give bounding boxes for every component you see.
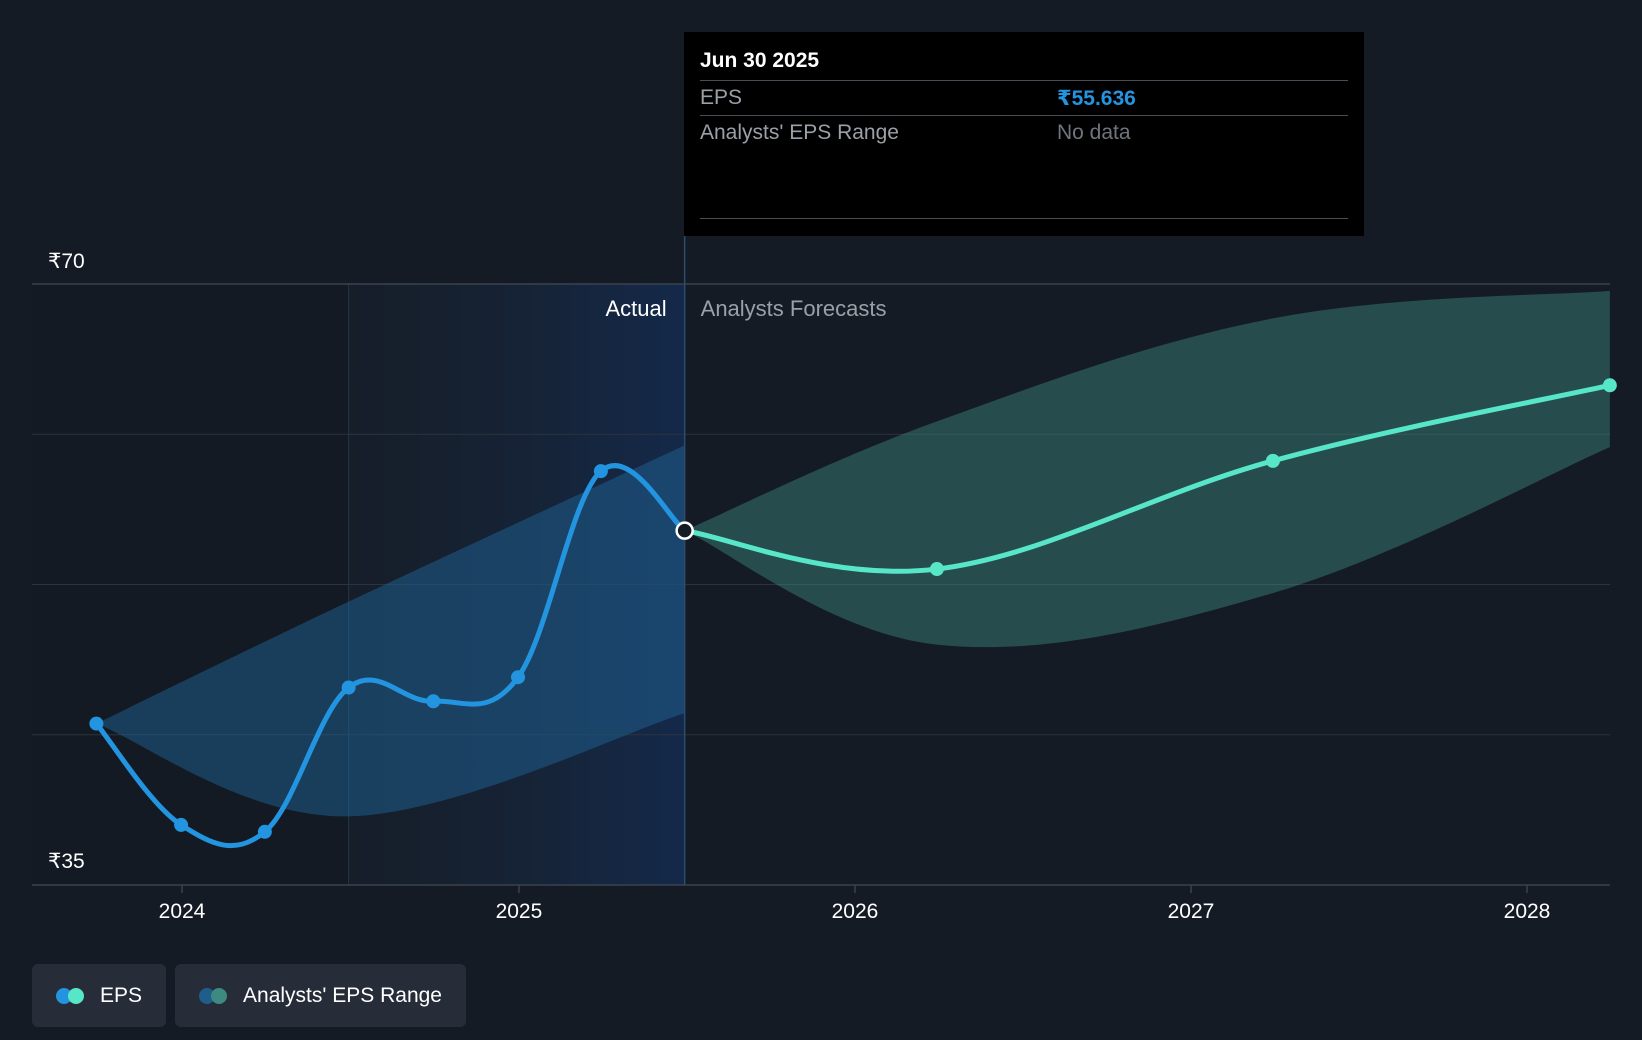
eps-point bbox=[257, 824, 272, 839]
eps-range-band-actual bbox=[96, 445, 685, 817]
x-tick-label: 2026 bbox=[832, 900, 879, 923]
eps-point bbox=[174, 817, 189, 832]
x-tick-label: 2024 bbox=[159, 900, 206, 923]
legend-range-label: Analysts' EPS Range bbox=[243, 983, 442, 1007]
eps-line bbox=[93, 463, 688, 849]
tooltip: Jun 30 2025 EPS ₹55.636 Analysts' EPS Ra… bbox=[684, 32, 1364, 236]
eps-point bbox=[511, 670, 526, 685]
eps-forecast-point bbox=[1602, 378, 1617, 393]
actual-label: Actual bbox=[605, 296, 666, 321]
eps-range-band-forecast bbox=[684, 290, 1610, 648]
eps-forecast-point bbox=[1265, 453, 1280, 468]
forecast-label: Analysts Forecasts bbox=[701, 296, 887, 321]
eps-forecast-point bbox=[929, 562, 944, 577]
legend-eps-swatch bbox=[56, 987, 88, 1004]
x-tick-label: 2025 bbox=[496, 900, 543, 923]
eps-highlight-point bbox=[675, 521, 694, 540]
x-tick-label: 2028 bbox=[1504, 900, 1551, 923]
legend-item-eps-range[interactable]: Analysts' EPS Range bbox=[175, 964, 466, 1027]
eps-point bbox=[426, 694, 441, 709]
tooltip-range-value: No data bbox=[1057, 121, 1131, 144]
legend-item-eps[interactable]: EPS bbox=[32, 964, 167, 1027]
legend: EPS Analysts' EPS Range bbox=[32, 964, 466, 1027]
tooltip-divider bbox=[700, 218, 1348, 219]
y-tick-label: ₹70 bbox=[48, 250, 85, 273]
eps-point bbox=[341, 680, 356, 695]
eps-point bbox=[89, 716, 104, 731]
tooltip-row-range: Analysts' EPS Range No data bbox=[700, 115, 1348, 150]
tooltip-range-label: Analysts' EPS Range bbox=[700, 121, 899, 144]
legend-range-swatch bbox=[199, 987, 231, 1004]
legend-eps-label: EPS bbox=[100, 983, 143, 1007]
tooltip-eps-value: ₹55.636 bbox=[1057, 86, 1136, 110]
x-tick-label: 2027 bbox=[1168, 900, 1215, 923]
eps-forecast-line bbox=[682, 382, 1613, 574]
tooltip-date: Jun 30 2025 bbox=[700, 49, 820, 72]
y-tick-label: ₹35 bbox=[48, 850, 85, 873]
tooltip-row-eps: EPS ₹55.636 bbox=[700, 80, 1348, 115]
tooltip-eps-label: EPS bbox=[700, 86, 743, 109]
eps-point bbox=[593, 464, 608, 479]
